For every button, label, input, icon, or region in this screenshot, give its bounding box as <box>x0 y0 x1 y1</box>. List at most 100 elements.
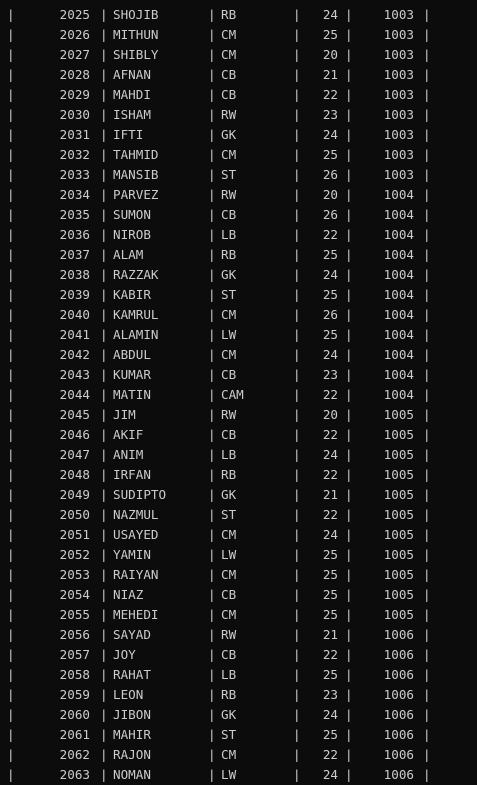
player-id-cell: 2027 <box>59 47 90 62</box>
player-id-cell: 2058 <box>59 667 90 682</box>
column-separator: | <box>100 607 108 622</box>
column-separator: | <box>100 567 108 582</box>
column-separator: | <box>100 107 108 122</box>
position-cell: CB <box>221 647 237 662</box>
column-separator: | <box>293 247 301 262</box>
player-name-cell: JOY <box>113 647 136 662</box>
column-separator: | <box>208 487 216 502</box>
column-separator: | <box>345 767 353 782</box>
position-cell: RB <box>221 687 237 702</box>
column-separator: | <box>345 547 353 562</box>
column-separator: | <box>293 167 301 182</box>
column-separator: | <box>208 407 216 422</box>
column-separator: | <box>293 227 301 242</box>
column-separator: | <box>345 527 353 542</box>
player-name-cell: MATIN <box>113 387 151 402</box>
age-cell: 25 <box>322 547 338 562</box>
table-row: | 2041 | ALAMIN | LW | 25 | 1004 | <box>0 325 477 345</box>
column-separator: | <box>293 587 301 602</box>
column-separator: | <box>208 707 216 722</box>
team-id-cell: 1005 <box>383 427 414 442</box>
column-separator: | <box>208 27 216 42</box>
team-id-cell: 1006 <box>383 767 414 782</box>
table-row: | 2037 | ALAM | RB | 25 | 1004 | <box>0 245 477 265</box>
age-cell: 24 <box>322 347 338 362</box>
column-separator: | <box>293 87 301 102</box>
column-separator: | <box>345 487 353 502</box>
player-id-cell: 2035 <box>59 207 90 222</box>
player-id-cell: 2045 <box>59 407 90 422</box>
team-id-cell: 1003 <box>383 47 414 62</box>
age-cell: 25 <box>322 247 338 262</box>
age-cell: 24 <box>322 267 338 282</box>
column-separator: | <box>7 347 15 362</box>
column-separator: | <box>423 727 431 742</box>
column-separator: | <box>208 387 216 402</box>
column-separator: | <box>208 307 216 322</box>
table-row: | 2036 | NIROB | LB | 22 | 1004 | <box>0 225 477 245</box>
column-separator: | <box>100 367 108 382</box>
age-cell: 22 <box>322 227 338 242</box>
player-name-cell: AFNAN <box>113 67 151 82</box>
team-id-cell: 1005 <box>383 467 414 482</box>
column-separator: | <box>293 367 301 382</box>
column-separator: | <box>7 667 15 682</box>
table-row: | 2030 | ISHAM | RW | 23 | 1003 | <box>0 105 477 125</box>
position-cell: LB <box>221 227 237 242</box>
team-id-cell: 1005 <box>383 547 414 562</box>
column-separator: | <box>293 747 301 762</box>
column-separator: | <box>7 327 15 342</box>
team-id-cell: 1005 <box>383 607 414 622</box>
team-id-cell: 1003 <box>383 167 414 182</box>
table-row: | 2033 | MANSIB | ST | 26 | 1003 | <box>0 165 477 185</box>
column-separator: | <box>7 467 15 482</box>
column-separator: | <box>7 507 15 522</box>
column-separator: | <box>423 327 431 342</box>
team-id-cell: 1005 <box>383 407 414 422</box>
column-separator: | <box>345 647 353 662</box>
column-separator: | <box>293 467 301 482</box>
terminal-output[interactable]: | 2025 | SHOJIB | RB | 24 | 1003 | | 2026 | MITHUN | CM |… <box>0 5 477 785</box>
table-row: | 2029 | MAHDI | CB | 22 | 1003 | <box>0 85 477 105</box>
position-cell: LB <box>221 447 237 462</box>
column-separator: | <box>208 187 216 202</box>
player-name-cell: SHIBLY <box>113 47 159 62</box>
column-separator: | <box>208 747 216 762</box>
player-name-cell: NIAZ <box>113 587 144 602</box>
column-separator: | <box>100 727 108 742</box>
team-id-cell: 1003 <box>383 127 414 142</box>
age-cell: 25 <box>322 147 338 162</box>
column-separator: | <box>208 367 216 382</box>
player-name-cell: IFTI <box>113 127 144 142</box>
table-row: | 2051 | USAYED | CM | 24 | 1005 | <box>0 525 477 545</box>
column-separator: | <box>100 307 108 322</box>
column-separator: | <box>293 727 301 742</box>
column-separator: | <box>7 247 15 262</box>
column-separator: | <box>7 607 15 622</box>
player-name-cell: IRFAN <box>113 467 151 482</box>
table-row: | 2053 | RAIYAN | CM | 25 | 1005 | <box>0 565 477 585</box>
column-separator: | <box>345 447 353 462</box>
column-separator: | <box>345 727 353 742</box>
column-separator: | <box>345 147 353 162</box>
column-separator: | <box>345 287 353 302</box>
column-separator: | <box>7 747 15 762</box>
table-row: | 2035 | SUMON | CB | 26 | 1004 | <box>0 205 477 225</box>
column-separator: | <box>345 427 353 442</box>
column-separator: | <box>208 67 216 82</box>
position-cell: CM <box>221 27 237 42</box>
player-id-cell: 2054 <box>59 587 90 602</box>
player-id-cell: 2047 <box>59 447 90 462</box>
age-cell: 25 <box>322 727 338 742</box>
column-separator: | <box>345 87 353 102</box>
team-id-cell: 1004 <box>383 347 414 362</box>
column-separator: | <box>345 307 353 322</box>
player-id-cell: 2046 <box>59 427 90 442</box>
player-id-cell: 2056 <box>59 627 90 642</box>
table-row: | 2057 | JOY | CB | 22 | 1006 | <box>0 645 477 665</box>
column-separator: | <box>345 587 353 602</box>
column-separator: | <box>423 507 431 522</box>
column-separator: | <box>208 427 216 442</box>
player-name-cell: JIBON <box>113 707 151 722</box>
column-separator: | <box>7 647 15 662</box>
